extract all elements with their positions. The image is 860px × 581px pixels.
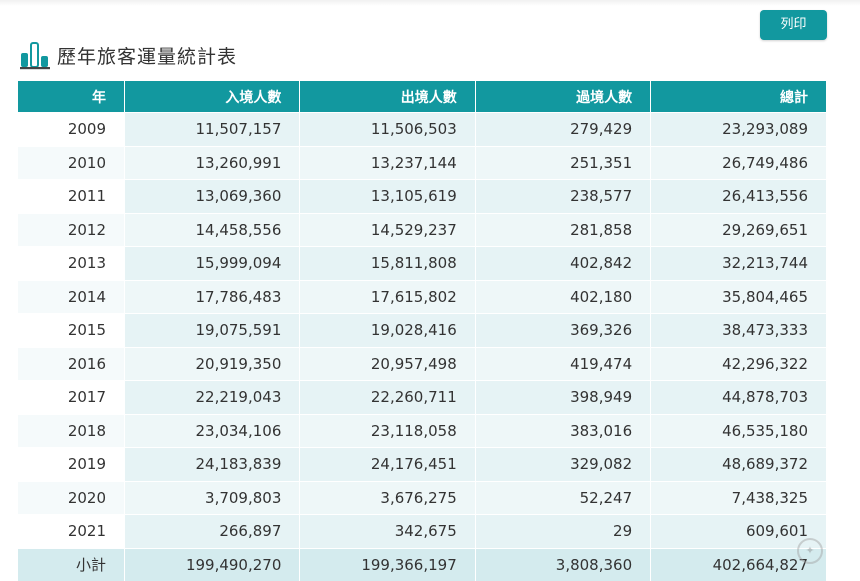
cell-year: 2016 bbox=[18, 347, 125, 381]
cell-total: 23,293,089 bbox=[651, 113, 826, 147]
column-header-arrivals: 入境人數 bbox=[125, 81, 300, 113]
cell-year: 2010 bbox=[18, 146, 125, 180]
cell-total: 35,804,465 bbox=[651, 280, 826, 314]
cell-arrivals: 19,075,591 bbox=[125, 314, 300, 348]
cell-transit: 419,474 bbox=[475, 347, 650, 381]
cell-transit: 383,016 bbox=[475, 414, 650, 448]
cell-year: 2017 bbox=[18, 381, 125, 415]
cell-departures: 3,676,275 bbox=[300, 481, 475, 515]
cell-total: 7,438,325 bbox=[651, 481, 826, 515]
cell-departures: 22,260,711 bbox=[300, 381, 475, 415]
cell-arrivals: 14,458,556 bbox=[125, 213, 300, 247]
table-header-row: 年 入境人數 出境人數 過境人數 總計 bbox=[18, 81, 826, 113]
cell-year: 2020 bbox=[18, 481, 125, 515]
column-header-year: 年 bbox=[18, 81, 125, 113]
cell-arrivals: 20,919,350 bbox=[125, 347, 300, 381]
cell-total: 48,689,372 bbox=[651, 448, 826, 482]
cell-arrivals: 23,034,106 bbox=[125, 414, 300, 448]
cell-arrivals: 17,786,483 bbox=[125, 280, 300, 314]
subtotal-departures: 199,366,197 bbox=[300, 548, 475, 581]
cell-departures: 15,811,808 bbox=[300, 247, 475, 281]
cell-year: 2011 bbox=[18, 180, 125, 214]
subtotal-label: 小計 bbox=[18, 548, 125, 581]
cell-transit: 402,842 bbox=[475, 247, 650, 281]
cell-arrivals: 15,999,094 bbox=[125, 247, 300, 281]
cell-departures: 14,529,237 bbox=[300, 213, 475, 247]
cell-year: 2014 bbox=[18, 280, 125, 314]
cell-departures: 20,957,498 bbox=[300, 347, 475, 381]
cell-year: 2019 bbox=[18, 448, 125, 482]
cell-arrivals: 11,507,157 bbox=[125, 113, 300, 147]
cell-total: 38,473,333 bbox=[651, 314, 826, 348]
cell-departures: 17,615,802 bbox=[300, 280, 475, 314]
cell-total: 44,878,703 bbox=[651, 381, 826, 415]
cell-year: 2013 bbox=[18, 247, 125, 281]
cell-departures: 342,675 bbox=[300, 515, 475, 549]
cell-departures: 13,105,619 bbox=[300, 180, 475, 214]
cell-transit: 402,180 bbox=[475, 280, 650, 314]
page-header: 歷年旅客運量統計表 bbox=[20, 40, 237, 70]
subtotal-transit: 3,808,360 bbox=[475, 548, 650, 581]
cell-year: 2015 bbox=[18, 314, 125, 348]
watermark-logo-icon: ✦ bbox=[797, 538, 823, 564]
page-title: 歷年旅客運量統計表 bbox=[57, 42, 237, 69]
column-header-total: 總計 bbox=[651, 81, 826, 113]
column-header-transit: 過境人數 bbox=[475, 81, 650, 113]
cell-transit: 238,577 bbox=[475, 180, 650, 214]
cell-transit: 329,082 bbox=[475, 448, 650, 482]
subtotal-arrivals: 199,490,270 bbox=[125, 548, 300, 581]
cell-total: 26,749,486 bbox=[651, 146, 826, 180]
cell-arrivals: 3,709,803 bbox=[125, 481, 300, 515]
cell-total: 42,296,322 bbox=[651, 347, 826, 381]
cell-transit: 279,429 bbox=[475, 113, 650, 147]
cell-transit: 52,247 bbox=[475, 481, 650, 515]
cell-total: 29,269,651 bbox=[651, 213, 826, 247]
cell-total: 46,535,180 bbox=[651, 414, 826, 448]
cell-total: 32,213,744 bbox=[651, 247, 826, 281]
cell-arrivals: 13,260,991 bbox=[125, 146, 300, 180]
cell-year: 2021 bbox=[18, 515, 125, 549]
cell-total: 26,413,556 bbox=[651, 180, 826, 214]
cell-transit: 251,351 bbox=[475, 146, 650, 180]
cell-year: 2009 bbox=[18, 113, 125, 147]
cell-arrivals: 13,069,360 bbox=[125, 180, 300, 214]
cell-departures: 23,118,058 bbox=[300, 414, 475, 448]
cell-departures: 11,506,503 bbox=[300, 113, 475, 147]
cell-transit: 369,326 bbox=[475, 314, 650, 348]
cell-departures: 24,176,451 bbox=[300, 448, 475, 482]
cell-departures: 13,237,144 bbox=[300, 146, 475, 180]
cell-arrivals: 24,183,839 bbox=[125, 448, 300, 482]
bar-chart-icon bbox=[20, 40, 50, 70]
top-shade bbox=[0, 0, 860, 6]
cell-transit: 29 bbox=[475, 515, 650, 549]
column-header-departures: 出境人數 bbox=[300, 81, 475, 113]
cell-arrivals: 22,219,043 bbox=[125, 381, 300, 415]
cell-arrivals: 266,897 bbox=[125, 515, 300, 549]
cell-departures: 19,028,416 bbox=[300, 314, 475, 348]
cell-year: 2012 bbox=[18, 213, 125, 247]
cell-transit: 281,858 bbox=[475, 213, 650, 247]
cell-transit: 398,949 bbox=[475, 381, 650, 415]
print-button[interactable]: 列印 bbox=[760, 10, 827, 40]
cell-year: 2018 bbox=[18, 414, 125, 448]
